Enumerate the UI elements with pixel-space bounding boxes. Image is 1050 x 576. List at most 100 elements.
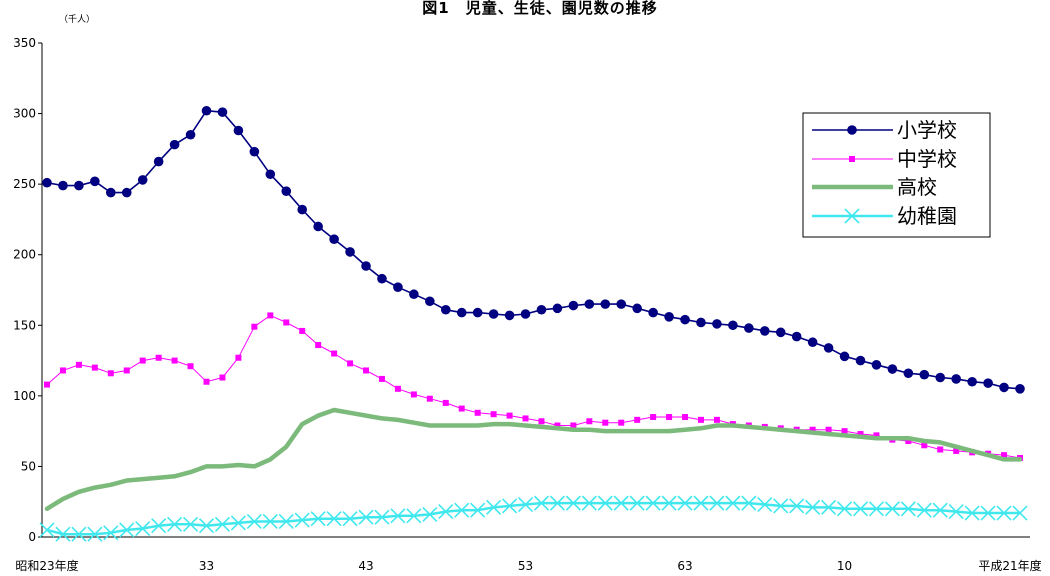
junior-high-school-data-point [394, 385, 401, 392]
elementary-school-data-point [871, 360, 882, 370]
elementary-school-data-point [648, 307, 658, 318]
kindergarten-data-point [87, 526, 103, 542]
elementary-school-data-point [632, 303, 642, 314]
kindergarten-data-point [597, 495, 613, 511]
junior-high-school-data-point [44, 381, 50, 388]
elementary-school-data-point [855, 355, 866, 366]
kindergarten-data-point [517, 496, 534, 513]
elementary-school-data-point [106, 187, 116, 198]
elementary-school-data-point [153, 156, 164, 167]
elementary-school-data-point [265, 169, 276, 180]
elementary-school-data-point [536, 304, 547, 315]
elementary-school-data-point [313, 221, 323, 232]
elementary-school-data-point [504, 310, 515, 321]
elementary-school-data-point [951, 374, 961, 384]
kindergarten-data-point [39, 522, 55, 538]
legend-swatch-marker [844, 208, 860, 224]
elementary-school-data-point [552, 303, 563, 314]
elementary-school-data-point [217, 107, 228, 117]
kindergarten-data-point [262, 513, 278, 530]
junior-high-school-data-point [1001, 452, 1008, 459]
x-tick-label: 33 [199, 559, 214, 573]
elementary-school-data-point [74, 180, 84, 191]
junior-high-school-data-point [857, 430, 864, 437]
y-tick-label: 300 [13, 107, 36, 121]
legend-swatch-marker [847, 125, 857, 135]
junior-high-school-data-point [538, 418, 545, 425]
elementary-school-data-point [42, 177, 52, 188]
elementary-school-data-point [807, 337, 818, 348]
junior-high-school-data-point [363, 367, 370, 374]
kindergarten-data-point [71, 526, 87, 542]
kindergarten-data-point [246, 513, 262, 530]
elementary-school-data-point [90, 176, 100, 187]
elementary-school-data-point [393, 282, 403, 292]
junior-high-school-data-point [251, 323, 258, 330]
elementary-school-data-point [983, 378, 993, 388]
junior-high-school-data-point [570, 422, 577, 429]
x-tick-label: 53 [518, 559, 533, 573]
elementary-school-data-point [600, 299, 611, 309]
kindergarten-data-point [725, 495, 741, 511]
elementary-school-data-point [456, 307, 467, 318]
legend-swatch-marker [849, 156, 855, 162]
kindergarten-data-point [900, 501, 916, 517]
y-tick-label: 50 [21, 459, 36, 473]
elementary-school-data-point [967, 376, 977, 387]
elementary-school-data-point [121, 187, 132, 198]
kindergarten-data-point [805, 499, 821, 515]
y-tick-label: 0 [28, 530, 36, 544]
kindergarten-data-point [693, 495, 709, 511]
kindergarten-data-point [103, 525, 119, 541]
kindergarten-data-point [884, 501, 900, 517]
junior-high-school-data-point [139, 357, 146, 364]
junior-high-school-data-point [107, 370, 114, 377]
x-axis-ticks: 昭和23年度 33 43 53 63 10 平成21年度 [15, 558, 1041, 573]
kindergarten-data-point [757, 496, 773, 513]
kindergarten-data-point [836, 501, 853, 517]
junior-high-school-data-point [522, 415, 529, 422]
elementary-school-data-point [249, 146, 260, 157]
kindergarten-data-point [167, 516, 183, 532]
elementary-school-data-point [440, 304, 451, 315]
kindergarten-data-point [135, 520, 151, 537]
legend-item-high-school: 高校 [812, 175, 937, 199]
kindergarten-data-point [709, 495, 725, 511]
junior-high-school-data-point [410, 391, 417, 398]
junior-high-school-data-point [171, 357, 178, 364]
junior-high-school-data-point [426, 395, 433, 402]
elementary-school-data-point [329, 234, 339, 244]
kindergarten-data-point [310, 511, 326, 527]
junior-high-school-data-point [235, 354, 242, 361]
elementary-school-data-point [345, 247, 355, 257]
x-tick-label: 10 [837, 559, 852, 573]
junior-high-school-data-point [713, 416, 720, 423]
kindergarten-data-point [629, 495, 645, 511]
junior-high-school-data-point [283, 319, 290, 326]
junior-high-school-data-point [586, 418, 593, 425]
elementary-school-data-point [201, 105, 212, 116]
junior-high-school-data-point [219, 374, 226, 381]
elementary-school-data-point [137, 175, 148, 185]
kindergarten-data-point [454, 502, 470, 518]
kindergarten-data-point [214, 516, 231, 532]
kindergarten-data-point [868, 501, 885, 517]
kindergarten-data-point [916, 502, 932, 518]
kindergarten-data-point [789, 498, 805, 514]
junior-high-school-data-point [682, 414, 689, 421]
junior-high-school-data-point [873, 432, 880, 439]
kindergarten-data-point [151, 518, 167, 534]
junior-high-school-data-point [474, 409, 481, 416]
junior-high-school-data-point [554, 422, 561, 429]
elementary-school-data-point [775, 327, 786, 338]
x-tick-label: 昭和23年度 [15, 558, 78, 573]
kindergarten-data-point [294, 512, 310, 528]
elementary-school-data-point [58, 180, 68, 191]
elementary-school-data-point [584, 299, 595, 309]
junior-high-school-data-point [905, 438, 912, 445]
kindergarten-data-point [821, 499, 837, 515]
elementary-school-data-point [361, 261, 371, 271]
kindergarten-data-point [661, 495, 677, 511]
